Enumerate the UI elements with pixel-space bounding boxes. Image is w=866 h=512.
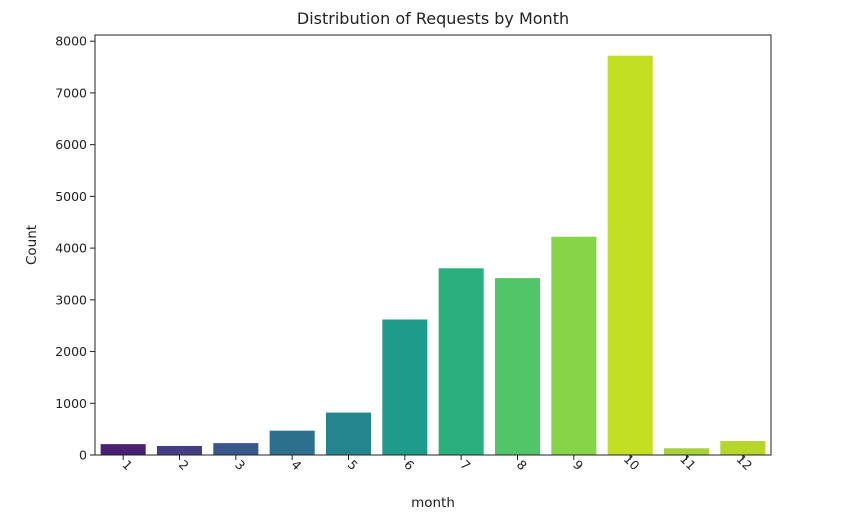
x-tick-label: 6 <box>401 457 417 473</box>
x-tick-label: 4 <box>288 457 304 473</box>
x-tick-label: 2 <box>176 457 192 473</box>
y-tick-label: 5000 <box>55 189 87 204</box>
y-tick-label: 3000 <box>55 292 87 307</box>
bars-group <box>100 55 766 455</box>
x-tick-label: 5 <box>345 457 361 473</box>
x-tick-label: 7 <box>457 457 473 473</box>
y-tick-label: 4000 <box>55 241 87 256</box>
bar-month-3 <box>213 443 259 455</box>
y-axis-label: Count <box>24 225 40 265</box>
bar-month-5 <box>325 412 372 455</box>
bar-month-12 <box>720 441 766 455</box>
bar-month-9 <box>551 236 597 455</box>
bar-month-1 <box>100 444 146 455</box>
y-tick-label: 1000 <box>55 396 87 411</box>
chart-title: Distribution of Requests by Month <box>297 9 569 28</box>
x-axis-label: month <box>411 495 455 511</box>
bar-month-8 <box>494 278 541 455</box>
y-tick-label: 2000 <box>55 344 87 359</box>
bar-month-6 <box>382 319 428 455</box>
y-tick-label: 8000 <box>55 34 87 49</box>
y-axis: 0 1000 2000 3000 4000 5000 6000 7000 8000 <box>55 34 95 463</box>
bar-month-10 <box>607 55 653 455</box>
bar-month-4 <box>269 430 315 455</box>
y-tick-label: 6000 <box>55 137 87 152</box>
x-tick-label: 1 <box>119 457 135 473</box>
plot-area <box>94 34 772 456</box>
x-tick-label: 8 <box>514 457 530 473</box>
y-tick-label: 7000 <box>55 85 87 100</box>
x-tick-label: 3 <box>232 457 248 473</box>
bar-month-2 <box>156 445 203 455</box>
y-tick-label: 0 <box>79 448 87 463</box>
plot-frame <box>94 34 772 456</box>
x-tick-label: 9 <box>570 457 586 473</box>
bar-month-7 <box>438 268 484 455</box>
bar-month-11 <box>663 448 710 455</box>
